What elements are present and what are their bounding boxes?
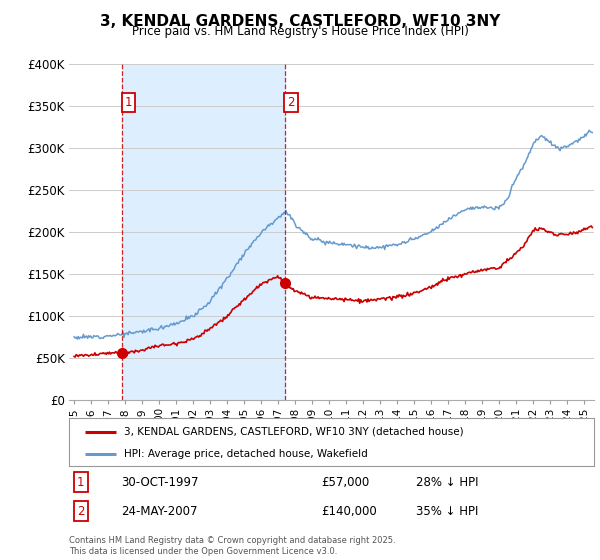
Text: 35% ↓ HPI: 35% ↓ HPI bbox=[415, 505, 478, 517]
Text: 28% ↓ HPI: 28% ↓ HPI bbox=[415, 475, 478, 488]
Text: 24-MAY-2007: 24-MAY-2007 bbox=[121, 505, 198, 517]
Text: 2: 2 bbox=[287, 96, 295, 109]
Text: £140,000: £140,000 bbox=[321, 505, 377, 517]
Text: 1: 1 bbox=[125, 96, 132, 109]
Text: Contains HM Land Registry data © Crown copyright and database right 2025.
This d: Contains HM Land Registry data © Crown c… bbox=[69, 536, 395, 556]
Text: Price paid vs. HM Land Registry's House Price Index (HPI): Price paid vs. HM Land Registry's House … bbox=[131, 25, 469, 38]
Bar bbox=[122, 64, 284, 400]
Text: HPI: Average price, detached house, Wakefield: HPI: Average price, detached house, Wake… bbox=[124, 449, 368, 459]
Text: 2: 2 bbox=[77, 505, 85, 517]
Text: 1: 1 bbox=[77, 475, 85, 488]
Text: 3, KENDAL GARDENS, CASTLEFORD, WF10 3NY (detached house): 3, KENDAL GARDENS, CASTLEFORD, WF10 3NY … bbox=[124, 427, 464, 437]
Text: £57,000: £57,000 bbox=[321, 475, 369, 488]
Text: 30-OCT-1997: 30-OCT-1997 bbox=[121, 475, 199, 488]
Text: 3, KENDAL GARDENS, CASTLEFORD, WF10 3NY: 3, KENDAL GARDENS, CASTLEFORD, WF10 3NY bbox=[100, 14, 500, 29]
